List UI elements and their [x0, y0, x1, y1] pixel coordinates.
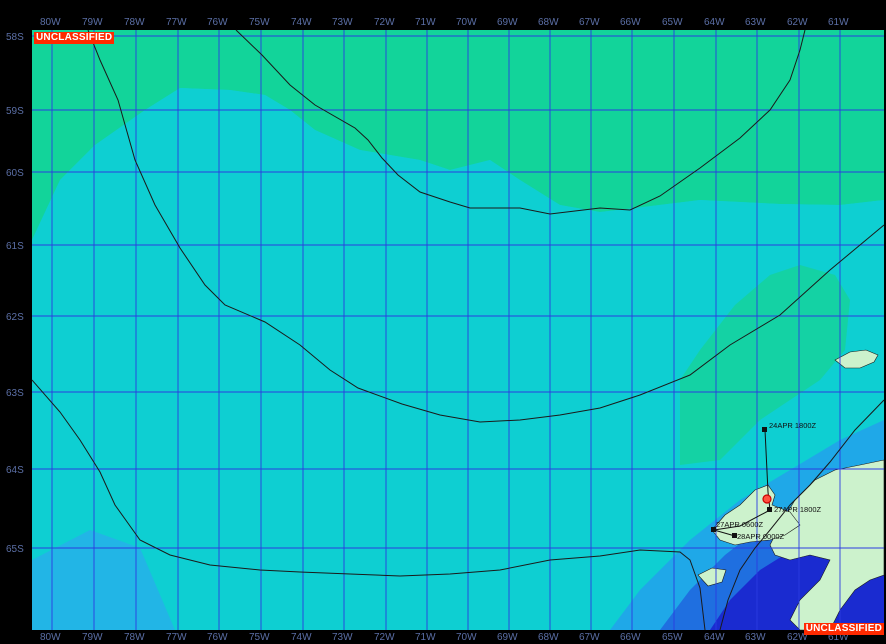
lat-label: 64S — [6, 465, 24, 476]
storm-center-marker[interactable] — [762, 494, 772, 504]
track-label: 24APR 1800Z — [769, 421, 817, 430]
lon-label: 79W — [82, 632, 103, 643]
classification-banner-bottom: UNCLASSIFIED — [803, 623, 884, 635]
land-island-large[interactable] — [711, 484, 801, 546]
lon-label: 65W — [662, 632, 683, 643]
lon-label: 63W — [745, 17, 766, 28]
lon-label: 67W — [579, 17, 600, 28]
contours — [31, 29, 885, 631]
lon-label: 69W — [497, 17, 518, 28]
track-line — [713, 509, 771, 531]
lon-label: 66W — [620, 17, 641, 28]
lon-label: 78W — [124, 632, 145, 643]
longitude-labels-bottom: 80W 79W 78W 77W 76W 75W 74W 73W 72W 71W … — [40, 632, 849, 643]
longitude-grid — [51, 30, 841, 630]
lon-label: 79W — [82, 17, 103, 28]
lon-label: 68W — [538, 632, 559, 643]
classification-banner-top: UNCLASSIFIED — [34, 32, 115, 44]
contour-line — [719, 399, 885, 631]
lon-label: 74W — [291, 632, 312, 643]
lon-label: 69W — [497, 632, 518, 643]
lat-label: 65S — [6, 544, 24, 555]
lon-label: 62W — [787, 632, 808, 643]
lon-label: 61W — [828, 632, 849, 643]
storm-track[interactable] — [713, 429, 771, 537]
zone-cyan-mid — [32, 88, 884, 630]
lon-label: 75W — [249, 632, 270, 643]
track-label: 27APR 0600Z — [716, 520, 764, 529]
lon-label: 80W — [40, 17, 61, 28]
lon-label: 71W — [415, 17, 436, 28]
lon-label: 77W — [166, 632, 187, 643]
zone-green-east — [680, 265, 850, 465]
land-island-small[interactable] — [834, 349, 879, 369]
latitude-grid — [32, 35, 884, 549]
lon-label: 80W — [40, 632, 61, 643]
latitude-labels: 58S 59S 60S 61S 62S 63S 64S 65S — [6, 32, 24, 555]
lon-label: 66W — [620, 632, 641, 643]
lon-label: 78W — [124, 17, 145, 28]
lon-label: 64W — [704, 17, 725, 28]
land-island-shore[interactable] — [697, 567, 727, 587]
track-label: 28APR 0000Z — [737, 532, 785, 541]
track-labels: 24APR 1800Z 27APR 1800Z 27APR 0600Z 28AP… — [716, 421, 822, 541]
lon-label: 62W — [787, 17, 808, 28]
lon-label: 70W — [456, 632, 477, 643]
lon-label: 76W — [207, 632, 228, 643]
track-points[interactable] — [711, 427, 772, 538]
track-label: 27APR 1800Z — [774, 505, 822, 514]
lon-label: 73W — [332, 632, 353, 643]
lon-label: 74W — [291, 17, 312, 28]
storm-center-icon[interactable] — [762, 494, 772, 504]
lon-label: 65W — [662, 17, 683, 28]
contour-line — [87, 29, 885, 423]
lon-label: 72W — [374, 632, 395, 643]
lon-label: 68W — [538, 17, 559, 28]
lon-label: 75W — [249, 17, 270, 28]
track-line — [713, 529, 736, 537]
zone-blue-southwest — [32, 530, 175, 630]
track-line — [764, 429, 771, 511]
lat-label: 60S — [6, 168, 24, 179]
lon-label: 73W — [332, 17, 353, 28]
contour-line — [31, 379, 706, 631]
lon-label: 76W — [207, 17, 228, 28]
lon-label: 72W — [374, 17, 395, 28]
zone-green-north — [32, 30, 884, 240]
lat-label: 58S — [6, 32, 24, 43]
lon-label: 77W — [166, 17, 187, 28]
contour-line — [235, 29, 806, 215]
track-point[interactable] — [732, 533, 737, 538]
lon-label: 63W — [745, 632, 766, 643]
lon-label: 61W — [828, 17, 849, 28]
longitude-labels-top: 80W 79W 78W 77W 76W 75W 74W 73W 72W 71W … — [40, 17, 849, 28]
track-point[interactable] — [711, 527, 716, 532]
lon-label: 71W — [415, 632, 436, 643]
lat-label: 61S — [6, 241, 24, 252]
track-point[interactable] — [762, 427, 767, 432]
lon-label: 67W — [579, 632, 600, 643]
lon-label: 64W — [704, 632, 725, 643]
lon-label: 70W — [456, 17, 477, 28]
lat-label: 63S — [6, 388, 24, 399]
lat-label: 62S — [6, 312, 24, 323]
lat-label: 59S — [6, 106, 24, 117]
track-point[interactable] — [767, 507, 772, 512]
